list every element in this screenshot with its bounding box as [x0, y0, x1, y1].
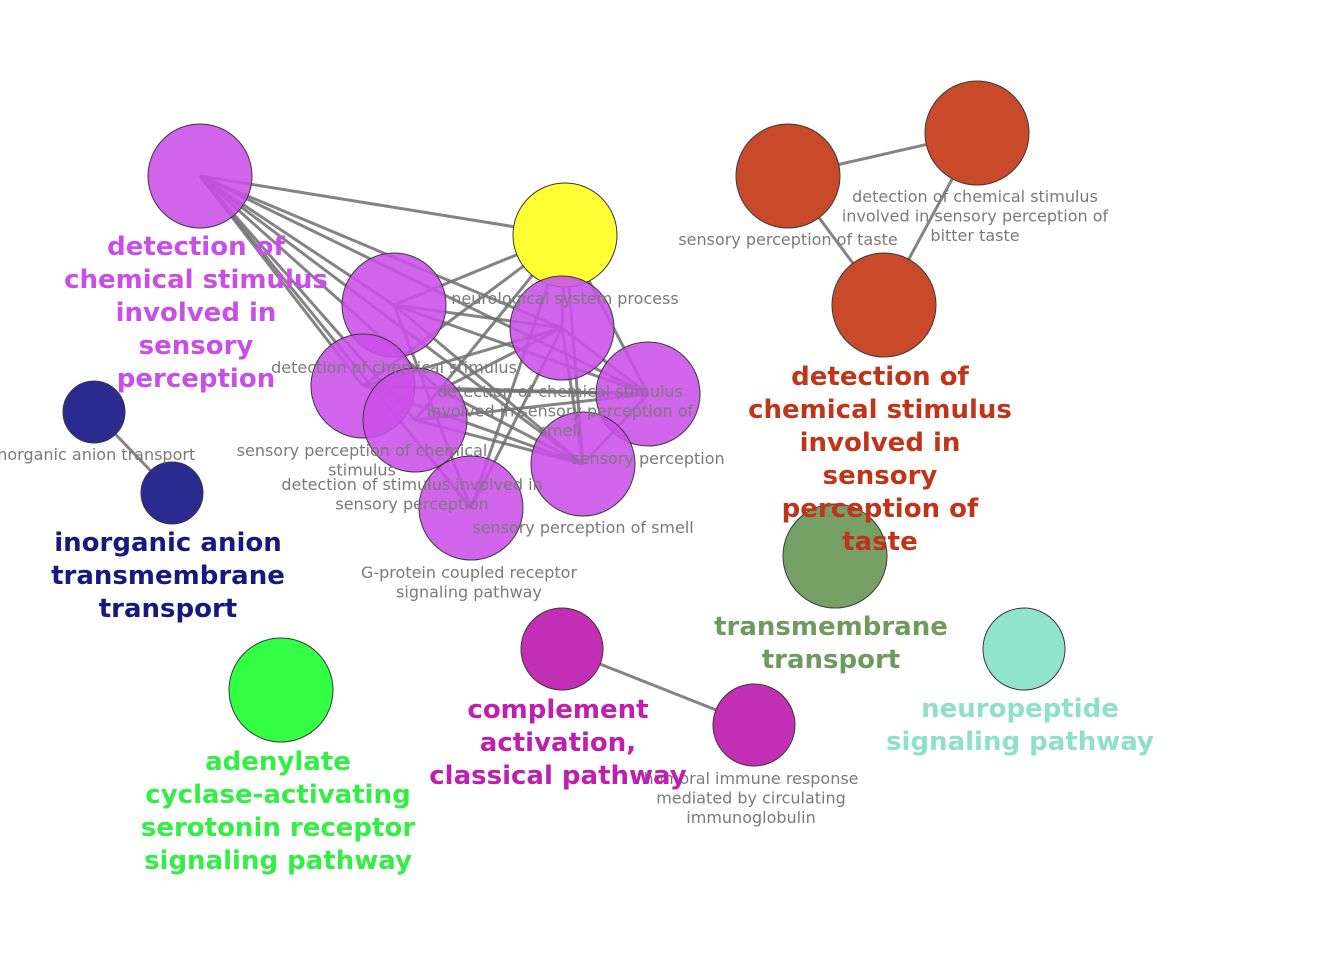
- node-label-line: sensory perception: [335, 495, 488, 514]
- node-label-line: neurological system process: [451, 289, 679, 308]
- node-label-line: sensory perception of chemical: [237, 441, 488, 460]
- group-label-line: activation,: [480, 728, 636, 758]
- node-label-line: bitter taste: [930, 226, 1019, 245]
- neurological-system-process-node[interactable]: [512, 182, 618, 288]
- sensory-perception-label: sensory perception: [571, 449, 724, 468]
- node-label-line: detection of chemical stimulus: [437, 382, 683, 401]
- group-label-complement: complement activation, classical pathway: [429, 695, 687, 791]
- group-label-line: taste: [842, 527, 918, 557]
- group-label-line: involved in: [800, 428, 961, 458]
- node-labels-layer: neurological system process detection of …: [0, 187, 1109, 827]
- g-protein-coupled-receptor-label: G-protein coupled receptor signaling path…: [361, 563, 577, 602]
- neuropeptide-signaling-node[interactable]: [982, 607, 1066, 691]
- sensory-perception-of-smell-node[interactable]: [530, 411, 636, 517]
- sensory-perception-of-smell-label: sensory perception of smell: [472, 518, 694, 537]
- group-label-line: signaling pathway: [886, 727, 1154, 757]
- adenylate-cyclase-node[interactable]: [228, 637, 334, 743]
- bitter-taste-node[interactable]: [924, 80, 1030, 186]
- group-label-line: involved in: [116, 298, 277, 328]
- group-label-transmembrane: transmembrane transport: [714, 612, 948, 675]
- humoral-immune-response-node[interactable]: [712, 683, 796, 767]
- group-label-line: perception: [117, 364, 275, 394]
- purple-hub-node[interactable]: [147, 123, 253, 229]
- node-label-line: immunoglobulin: [686, 808, 815, 827]
- inorganic-anion-transmembrane-node[interactable]: [140, 461, 204, 525]
- group-label-line: inorganic anion: [54, 528, 282, 558]
- group-label-taste: detection of chemical stimulus involved in…: [748, 362, 1012, 557]
- node-label-line: sensory perception of smell: [472, 518, 694, 537]
- complement-activation-node[interactable]: [520, 607, 604, 691]
- detection-of-stimulus-involved-in-sensory-perception-label: detection of stimulus involved in sensory…: [281, 475, 542, 514]
- group-label-line: transmembrane: [51, 561, 285, 591]
- detection-of-chemical-stimulus-smell-label: detection of chemical stimulus involved i…: [427, 382, 694, 440]
- group-label-line: chemical stimulus: [64, 265, 328, 295]
- node-label-line: inorganic anion transport: [0, 445, 195, 464]
- group-label-line: sensory: [823, 461, 938, 491]
- sensory-perception-of-chemical-stimulus-label: sensory perception of chemical stimulus: [237, 441, 488, 480]
- group-label-line: complement: [467, 695, 648, 725]
- group-label-line: chemical stimulus: [748, 395, 1012, 425]
- group-label-neuropeptide: neuropeptide signaling pathway: [886, 694, 1154, 757]
- group-label-line: sensory: [139, 331, 254, 361]
- node-label-line: detection of stimulus involved in: [281, 475, 542, 494]
- node-label-line: mediated by circulating: [656, 789, 846, 808]
- node-label-line: detection of chemical stimulus: [271, 358, 517, 377]
- sensory-perception-node[interactable]: [595, 341, 701, 447]
- group-label-line: classical pathway: [429, 761, 687, 791]
- detection-of-stimulus-involved-in-sensory-perception-node[interactable]: [362, 367, 468, 473]
- group-label-line: signaling pathway: [144, 846, 412, 876]
- group-labels-layer: detection of chemical stimulus involved in…: [51, 232, 1154, 876]
- group-label-chemical-stimulus: detection of chemical stimulus involved in…: [64, 232, 328, 394]
- inorganic-anion-transport-node[interactable]: [62, 380, 126, 444]
- group-label-line: transmembrane: [714, 612, 948, 642]
- node-label-line: sensory perception of taste: [678, 230, 897, 249]
- group-label-adenylate: adenylate cyclase-activating serotonin rec…: [141, 747, 415, 876]
- edge-n_purple_main-n_yellow: [199, 174, 566, 237]
- inorganic-anion-transport-label: inorganic anion transport: [0, 445, 195, 464]
- sensory-perception-of-taste-node[interactable]: [735, 123, 841, 229]
- group-label-inorganic-anion: inorganic anion transmembrane transport: [51, 528, 285, 624]
- neurological-system-process-label: neurological system process: [451, 289, 679, 308]
- g-protein-coupled-receptor-node[interactable]: [418, 455, 524, 561]
- detection-of-chemical-stimulus-label: detection of chemical stimulus: [271, 358, 517, 377]
- node-label-line: involved in sensory perception of: [842, 207, 1109, 226]
- group-label-line: detection of: [107, 232, 285, 262]
- group-label-line: perception of: [782, 494, 979, 524]
- taste-main-node[interactable]: [831, 252, 937, 358]
- group-label-line: neuropeptide: [921, 694, 1119, 724]
- group-label-line: adenylate: [205, 747, 351, 777]
- node-label-line: sensory perception: [571, 449, 724, 468]
- edge-n_purple_main-n_p_e: [199, 174, 563, 330]
- bitter-taste-label: detection of chemical stimulus involved i…: [842, 187, 1109, 245]
- group-label-line: detection of: [791, 362, 969, 392]
- group-label-line: cyclase-activating: [145, 780, 410, 810]
- node-label-line: signaling pathway: [396, 583, 542, 602]
- detection-of-chemical-stimulus-smell-node[interactable]: [509, 275, 615, 381]
- humoral-immune-response-label: humoral immune response mediated by circu…: [643, 769, 858, 827]
- transmembrane-transport-node[interactable]: [782, 503, 888, 609]
- group-label-line: serotonin receptor: [141, 813, 415, 843]
- node-label-line: smell: [539, 421, 582, 440]
- node-label-line: involved in sensory perception of: [427, 402, 694, 421]
- node-label-line: G-protein coupled receptor: [361, 563, 577, 582]
- sensory-perception-of-taste-label: sensory perception of taste: [678, 230, 897, 249]
- group-label-line: transport: [762, 645, 901, 675]
- node-label-line: stimulus: [328, 461, 396, 480]
- nodes-layer: [62, 80, 1066, 767]
- node-label-line: humoral immune response: [643, 769, 858, 788]
- node-label-line: detection of chemical stimulus: [852, 187, 1098, 206]
- group-label-line: transport: [99, 594, 238, 624]
